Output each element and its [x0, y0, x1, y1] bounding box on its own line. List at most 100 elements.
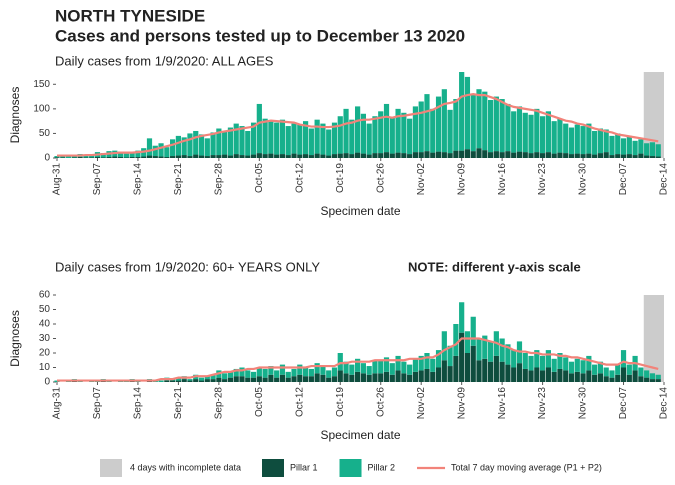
bar — [94, 157, 101, 158]
x-tick-label: Sep-14 — [133, 163, 144, 196]
x-tick-label: Sep-14 — [133, 387, 144, 420]
bar — [603, 367, 609, 377]
bar — [459, 72, 465, 151]
bar — [580, 373, 586, 382]
bar — [649, 156, 656, 158]
bar — [349, 119, 355, 155]
bar — [389, 153, 395, 158]
x-tick-label: Nov-23 — [537, 387, 548, 420]
bar — [655, 156, 661, 158]
x-tick-label: Oct-19 — [335, 387, 346, 417]
bar — [216, 377, 222, 382]
bar — [100, 153, 106, 158]
bar — [418, 370, 424, 382]
bar — [372, 116, 378, 154]
moving-average-line — [57, 337, 659, 382]
bar — [106, 157, 112, 158]
bar — [198, 377, 205, 381]
bar — [227, 371, 234, 378]
bar — [505, 151, 511, 158]
bar — [615, 154, 621, 158]
bar — [297, 374, 303, 382]
bar — [528, 355, 534, 371]
bar — [528, 370, 534, 382]
bar — [198, 155, 205, 158]
bar — [615, 364, 621, 375]
x-tick-label: Dec-14 — [659, 163, 670, 196]
bar — [360, 363, 366, 374]
bar — [343, 373, 349, 382]
bar — [302, 154, 309, 158]
bar — [551, 153, 557, 158]
bar — [516, 151, 523, 158]
bar — [476, 338, 482, 361]
bar — [511, 350, 517, 368]
bar — [522, 112, 528, 153]
bar — [401, 373, 407, 382]
x-axis-label: Specimen date — [320, 428, 400, 442]
bar — [632, 155, 638, 158]
bar — [54, 156, 60, 158]
x-tick-label: Oct-12 — [294, 387, 305, 417]
bar — [233, 154, 239, 158]
bar — [372, 153, 378, 158]
bar — [320, 123, 326, 155]
bar — [216, 128, 222, 156]
bar — [343, 153, 349, 158]
bar — [615, 374, 621, 382]
bar — [644, 143, 650, 156]
bar — [418, 355, 424, 371]
x-tick-label: Dec-14 — [659, 387, 670, 420]
bar — [435, 350, 442, 368]
bar — [274, 154, 280, 158]
bar — [459, 332, 465, 382]
bar — [638, 376, 644, 382]
bar — [222, 379, 228, 382]
bar — [227, 155, 234, 158]
bar — [534, 350, 540, 368]
bar — [268, 366, 274, 375]
bar — [314, 153, 320, 158]
bar — [580, 360, 586, 374]
x-tick-label: Dec-07 — [618, 163, 629, 196]
bar — [563, 153, 569, 158]
y-tick-label: 50 — [39, 128, 51, 139]
bar — [441, 89, 447, 153]
bar — [592, 374, 598, 382]
bar — [250, 371, 257, 378]
bar — [326, 155, 332, 158]
bar — [331, 154, 338, 158]
bar — [170, 139, 176, 157]
bar — [568, 127, 575, 155]
bar — [279, 364, 286, 375]
bar — [193, 130, 199, 155]
bar — [302, 376, 309, 382]
bar — [285, 155, 291, 158]
bar — [597, 128, 604, 154]
bar — [482, 358, 488, 382]
bar — [83, 155, 89, 158]
bar — [638, 367, 644, 377]
bar — [424, 368, 430, 382]
bar — [187, 133, 193, 157]
bar — [453, 324, 459, 356]
bar — [262, 118, 268, 155]
bar — [632, 370, 638, 382]
bar — [528, 114, 534, 154]
bar — [574, 371, 580, 382]
bar — [649, 142, 656, 157]
bar — [511, 111, 517, 153]
x-tick-label: Oct-12 — [294, 163, 305, 193]
legend-label: Pillar 2 — [368, 462, 396, 472]
bar — [464, 76, 471, 150]
bar — [331, 122, 338, 155]
bar — [117, 157, 124, 158]
bar — [592, 130, 598, 155]
bar — [609, 370, 615, 378]
bar — [250, 154, 257, 158]
x-tick-label: Oct-26 — [375, 163, 386, 193]
bar — [401, 112, 407, 154]
bar — [187, 380, 193, 382]
bar — [222, 154, 228, 158]
